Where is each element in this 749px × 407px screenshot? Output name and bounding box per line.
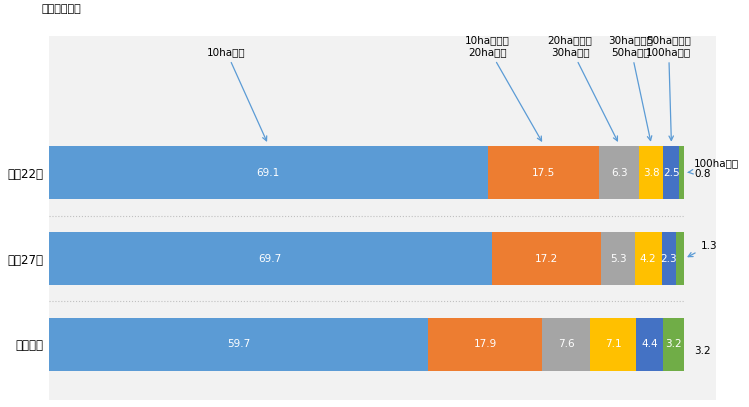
Bar: [590, 318, 635, 371]
Text: 7.1: 7.1: [604, 339, 621, 349]
Text: 4.4: 4.4: [641, 339, 658, 349]
Text: 20ha以上～
30ha未満: 20ha以上～ 30ha未満: [548, 35, 617, 141]
Text: 100ha以上
0.8: 100ha以上 0.8: [688, 158, 739, 179]
Text: 50ha以上～
100ha未満: 50ha以上～ 100ha未満: [646, 35, 691, 140]
Bar: [428, 318, 542, 371]
Text: 3.2: 3.2: [694, 346, 711, 356]
Bar: [664, 147, 679, 199]
Text: 4.2: 4.2: [640, 254, 657, 264]
Text: 17.5: 17.5: [532, 168, 555, 178]
Text: 2.5: 2.5: [663, 168, 680, 178]
Text: 17.2: 17.2: [535, 254, 558, 264]
Bar: [492, 232, 601, 285]
Bar: [640, 147, 664, 199]
Text: 3.2: 3.2: [665, 339, 682, 349]
Text: 17.9: 17.9: [473, 339, 497, 349]
Text: 10ha未満: 10ha未満: [207, 47, 267, 141]
Text: 59.7: 59.7: [227, 339, 250, 349]
Text: 30ha以上～
50ha未満: 30ha以上～ 50ha未満: [608, 35, 653, 140]
Text: （単位：％）: （単位：％）: [42, 4, 82, 14]
Bar: [488, 147, 599, 199]
Text: 2.3: 2.3: [661, 254, 677, 264]
Bar: [599, 147, 640, 199]
Bar: [635, 318, 664, 371]
Text: 7.6: 7.6: [558, 339, 574, 349]
Text: 69.1: 69.1: [257, 168, 280, 178]
Bar: [542, 318, 590, 371]
Text: 3.8: 3.8: [643, 168, 660, 178]
Bar: [664, 318, 684, 371]
Bar: [49, 232, 492, 285]
Bar: [679, 147, 685, 199]
Bar: [676, 232, 685, 285]
Text: 1.3: 1.3: [688, 241, 717, 257]
Bar: [49, 318, 428, 371]
Bar: [601, 232, 635, 285]
Text: 6.3: 6.3: [611, 168, 628, 178]
Bar: [49, 147, 488, 199]
Bar: [661, 232, 676, 285]
Text: 10ha以上～
20ha未満: 10ha以上～ 20ha未満: [465, 35, 542, 141]
Text: 5.3: 5.3: [610, 254, 626, 264]
Bar: [635, 232, 661, 285]
Text: 69.7: 69.7: [258, 254, 282, 264]
